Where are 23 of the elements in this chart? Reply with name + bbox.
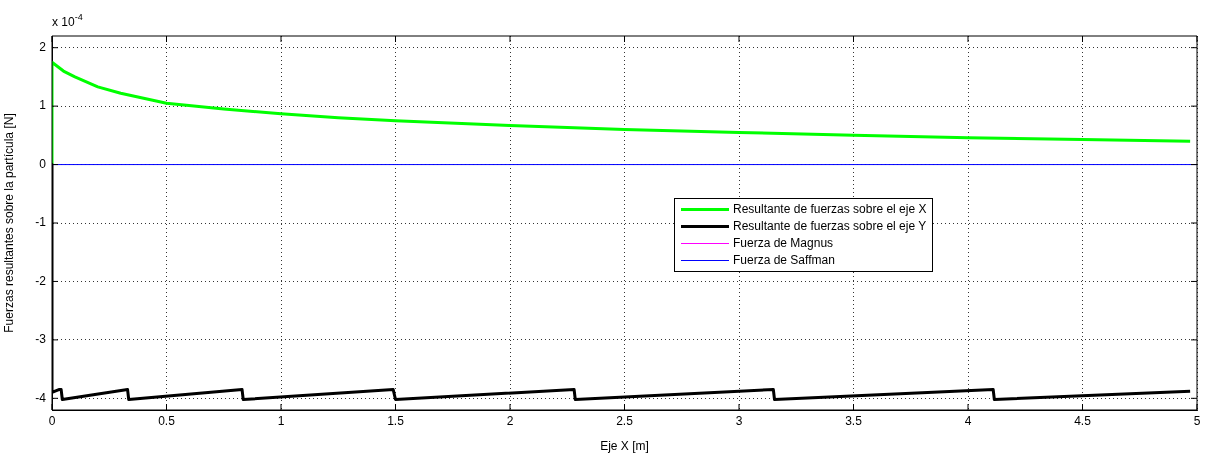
y-tick-label: -2 xyxy=(35,273,47,288)
y-tick-label: 1 xyxy=(39,98,47,113)
x-tick-label: 4.5 xyxy=(1074,413,1092,428)
x-tick-label: 1 xyxy=(277,413,285,428)
x-tick-label: 2.5 xyxy=(616,413,634,428)
x-tick-label: 2 xyxy=(506,413,514,428)
y-tick-label: -3 xyxy=(35,332,47,347)
x-axis-title: Eje X [m] xyxy=(600,439,649,454)
x-tick-label: 0.5 xyxy=(158,413,176,428)
legend-label: Resultante de fuerzas sobre el eje Y xyxy=(733,218,927,235)
y-tick-label: -1 xyxy=(35,215,47,230)
legend-label: Fuerza de Magnus xyxy=(733,235,834,252)
x-tick-label: 5 xyxy=(1193,413,1201,428)
legend-label: Fuerza de Saffman xyxy=(733,252,835,269)
x-tick-label: 1.5 xyxy=(387,413,405,428)
x-tick-label: 3.5 xyxy=(845,413,863,428)
y-tick-label: -4 xyxy=(35,390,47,405)
x-tick-label: 4 xyxy=(964,413,972,428)
y-tick-label: 2 xyxy=(39,40,47,54)
y-tick-label: 0 xyxy=(39,156,47,171)
legend-label: Resultante de fuerzas sobre el eje X xyxy=(733,201,927,218)
y-axis-title: Fuerzas resultantes sobre la partícula [N] xyxy=(1,113,16,333)
x-tick-label: 3 xyxy=(735,413,743,428)
